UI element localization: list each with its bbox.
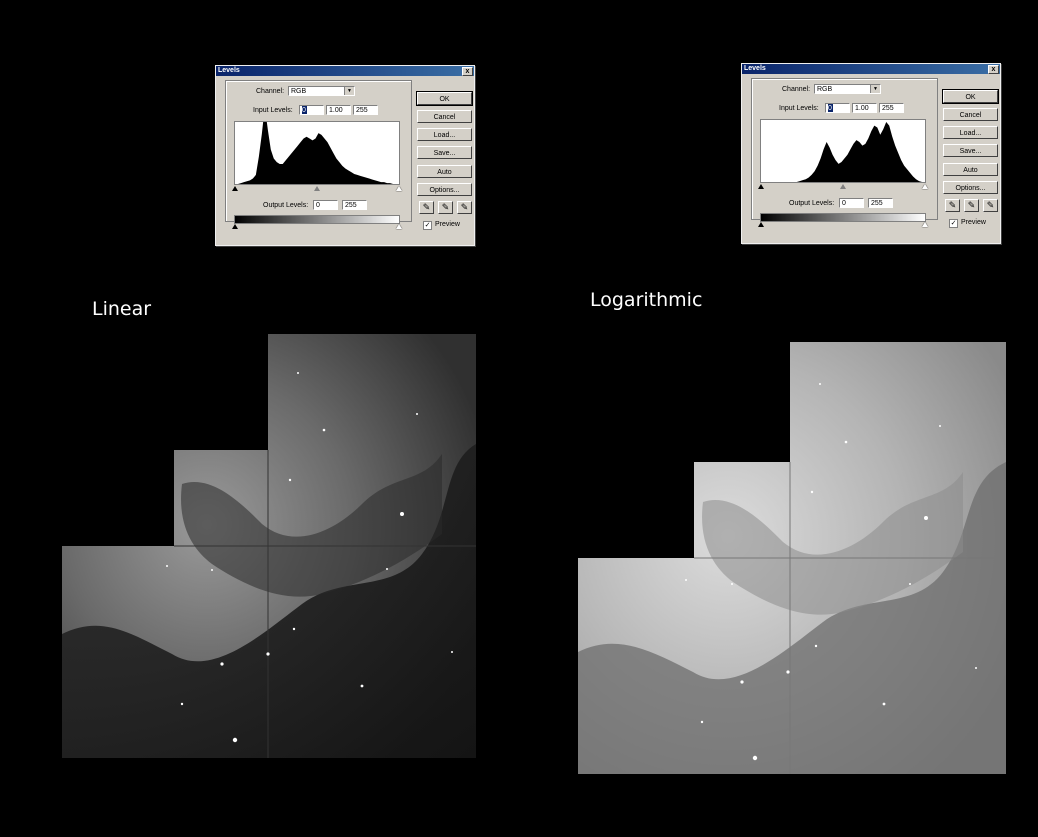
close-icon[interactable]: x xyxy=(988,65,999,74)
gray-eyedropper-icon[interactable]: ✎ xyxy=(438,201,453,214)
output-level-black-field[interactable]: 0 xyxy=(313,200,338,210)
gamma-handle[interactable] xyxy=(840,184,846,189)
input-level-gamma-field[interactable]: 1.00 xyxy=(326,105,351,115)
output-level-white-field[interactable]: 255 xyxy=(868,198,893,208)
output-black-handle[interactable] xyxy=(758,222,764,227)
options-button[interactable]: Options... xyxy=(417,183,472,196)
histogram-area xyxy=(235,122,399,184)
channel-select[interactable]: RGB ▼ xyxy=(814,84,881,94)
input-levels-label: Input Levels: xyxy=(779,105,819,112)
dialog-title: Levels xyxy=(218,67,240,74)
output-gradient-bar xyxy=(760,213,926,222)
ok-button[interactable]: OK xyxy=(942,89,999,104)
preview-checkbox[interactable]: ✓ xyxy=(423,221,432,230)
dialog-title: Levels xyxy=(744,65,766,72)
auto-button[interactable]: Auto xyxy=(417,165,472,178)
input-level-black-field[interactable]: 0 xyxy=(299,105,324,115)
output-black-handle[interactable] xyxy=(232,224,238,229)
output-gradient-bar xyxy=(234,215,400,224)
output-level-white-field[interactable]: 255 xyxy=(342,200,367,210)
histogram xyxy=(234,121,400,185)
cancel-button[interactable]: Cancel xyxy=(943,108,998,121)
white-eyedropper-icon[interactable]: ✎ xyxy=(457,201,472,214)
dust-lane xyxy=(181,454,442,597)
dust-lane xyxy=(578,462,1006,774)
load-button[interactable]: Load... xyxy=(943,126,998,139)
text-selection xyxy=(302,106,307,114)
output-white-handle[interactable] xyxy=(396,224,402,229)
black-eyedropper-icon[interactable]: ✎ xyxy=(945,199,960,212)
black-point-handle[interactable] xyxy=(758,184,764,189)
logarithmic-caption: Logarithmic xyxy=(590,289,703,311)
ok-button[interactable]: OK xyxy=(416,91,473,106)
output-levels-slider[interactable] xyxy=(758,222,928,227)
histogram-area xyxy=(761,122,925,182)
output-levels-label: Output Levels: xyxy=(263,202,309,209)
close-icon[interactable]: x xyxy=(462,67,473,76)
channel-select-value: RGB xyxy=(291,88,307,95)
options-button[interactable]: Options... xyxy=(943,181,998,194)
histogram-plot xyxy=(761,122,925,182)
dust-lane xyxy=(62,444,476,758)
input-level-black-field[interactable]: 0 xyxy=(825,103,850,113)
chevron-down-icon[interactable]: ▼ xyxy=(344,87,354,95)
channel-select[interactable]: RGB ▼ xyxy=(288,86,355,96)
load-button[interactable]: Load... xyxy=(417,128,472,141)
black-eyedropper-icon[interactable]: ✎ xyxy=(419,201,434,214)
dialog-titlebar[interactable]: Levels x xyxy=(742,64,1000,74)
nebula-image-log xyxy=(578,342,1006,774)
gamma-handle[interactable] xyxy=(314,186,320,191)
save-button[interactable]: Save... xyxy=(943,144,998,157)
levels-dialog-log: Levels x Channel: RGB ▼ Input Levels: 0 … xyxy=(741,63,1001,244)
channel-label: Channel: xyxy=(782,86,811,93)
output-white-handle[interactable] xyxy=(922,222,928,227)
white-eyedropper-icon[interactable]: ✎ xyxy=(983,199,998,212)
auto-button[interactable]: Auto xyxy=(943,163,998,176)
nebula-image-linear xyxy=(62,334,476,758)
input-levels-slider[interactable] xyxy=(232,186,402,191)
dust-lane xyxy=(702,472,963,615)
input-levels-slider[interactable] xyxy=(758,184,928,189)
histogram xyxy=(760,119,926,183)
input-level-white-field[interactable]: 255 xyxy=(879,103,904,113)
preview-label: Preview xyxy=(435,221,460,228)
black-point-handle[interactable] xyxy=(232,186,238,191)
output-levels-label: Output Levels: xyxy=(789,200,835,207)
linear-caption: Linear xyxy=(92,298,152,320)
stars xyxy=(685,383,977,761)
input-levels-label: Input Levels: xyxy=(253,107,293,114)
input-level-gamma-field[interactable]: 1.00 xyxy=(852,103,877,113)
stars xyxy=(166,372,453,743)
preview-label: Preview xyxy=(961,219,986,226)
chevron-down-icon[interactable]: ▼ xyxy=(870,85,880,93)
text-selection xyxy=(828,104,833,112)
cancel-button[interactable]: Cancel xyxy=(417,110,472,123)
dialog-titlebar[interactable]: Levels x xyxy=(216,66,474,76)
output-level-black-field[interactable]: 0 xyxy=(839,198,864,208)
input-level-white-field[interactable]: 255 xyxy=(353,105,378,115)
channel-select-value: RGB xyxy=(817,86,833,93)
white-point-handle[interactable] xyxy=(922,184,928,189)
histogram-plot xyxy=(235,122,399,184)
levels-dialog-linear: Levels x Channel: RGB ▼ Input Levels: 0 … xyxy=(215,65,475,246)
preview-checkbox[interactable]: ✓ xyxy=(949,219,958,228)
white-point-handle[interactable] xyxy=(396,186,402,191)
gray-eyedropper-icon[interactable]: ✎ xyxy=(964,199,979,212)
channel-label: Channel: xyxy=(256,88,285,95)
output-levels-slider[interactable] xyxy=(232,224,402,229)
save-button[interactable]: Save... xyxy=(417,146,472,159)
